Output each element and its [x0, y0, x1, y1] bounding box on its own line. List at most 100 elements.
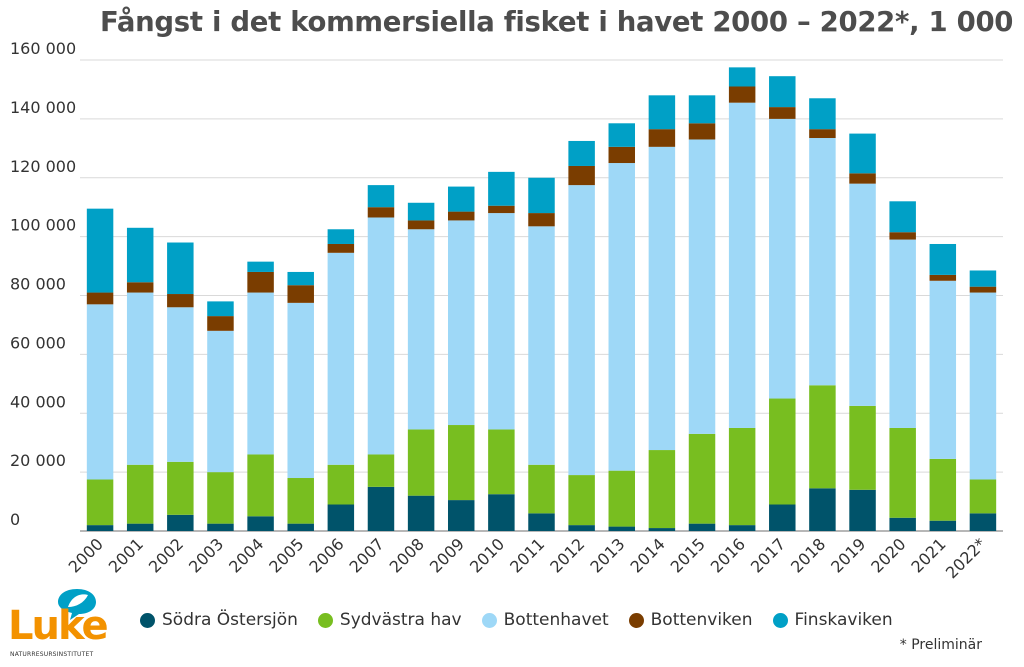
- bar-segment: [849, 489, 876, 531]
- bar-segment: [969, 292, 997, 480]
- legend-label: Sydvästra hav: [339, 610, 462, 630]
- legend-swatch: [317, 612, 333, 628]
- x-tick-label: 2020: [867, 534, 909, 576]
- bar-segment: [769, 398, 796, 505]
- bar-segment: [287, 285, 314, 303]
- y-tick-label: 120 000: [10, 157, 76, 176]
- y-tick-label: 60 000: [10, 333, 66, 352]
- x-tick-label: 2016: [707, 534, 749, 576]
- bar-segment: [769, 76, 796, 108]
- bar-segment: [407, 495, 435, 531]
- bar-segment: [447, 186, 475, 212]
- bar-segment: [809, 488, 836, 531]
- bar-segment: [247, 516, 274, 531]
- bar-segment: [367, 454, 395, 487]
- bar-segment: [327, 504, 355, 531]
- bar-segment: [407, 229, 435, 430]
- x-tick-label: 2007: [346, 534, 388, 576]
- bar-segment: [728, 427, 756, 526]
- bar-segment: [809, 129, 836, 139]
- legend-swatch: [140, 612, 155, 628]
- bar-segment: [247, 292, 274, 455]
- bar-segment: [407, 202, 435, 221]
- bar-segment: [327, 243, 355, 253]
- bar-segment: [688, 523, 716, 531]
- bar-segment: [608, 123, 636, 147]
- bar-segment: [568, 475, 595, 526]
- bar-segment: [488, 213, 515, 430]
- bar-segment: [568, 185, 595, 476]
- bar-segment: [488, 429, 515, 495]
- speech-bubble-leaf-icon: [58, 589, 96, 620]
- x-tick-label: 2011: [506, 534, 548, 576]
- bar-segment: [86, 304, 114, 480]
- bar-segment: [809, 98, 836, 130]
- legend-item: Bottenhavet: [481, 610, 609, 630]
- x-tick-label: 2009: [426, 534, 468, 576]
- x-tick-label: 2003: [185, 534, 227, 576]
- legend-item: Bottenviken: [628, 610, 753, 630]
- preliminary-note: * Preliminär: [899, 637, 982, 653]
- bar-segment: [929, 458, 957, 521]
- bar-segment: [447, 220, 475, 426]
- bar-segment: [728, 525, 756, 531]
- bar-segment: [86, 525, 114, 531]
- bar-segment: [608, 146, 636, 164]
- y-tick-label: 100 000: [10, 216, 76, 235]
- bar-segment: [849, 173, 876, 184]
- bar-segment: [929, 274, 957, 281]
- bar-segment: [688, 433, 716, 524]
- bar-segment: [86, 208, 114, 293]
- luke-logo: Luke NATURRESURSINSTITUTET: [8, 587, 109, 663]
- x-tick-label: 2008: [386, 534, 428, 576]
- x-tick-label: 2018: [787, 534, 829, 576]
- bar-segment: [648, 129, 676, 147]
- bar-segment: [648, 95, 676, 130]
- x-tick-label: 2013: [586, 534, 628, 576]
- y-tick-label: 80 000: [10, 275, 66, 294]
- legend-label: Södra Östersjön: [162, 610, 298, 630]
- y-tick-label: 0: [10, 510, 20, 529]
- bar-segment: [849, 133, 876, 174]
- y-tick-label: 40 000: [10, 392, 66, 411]
- bar-segment: [769, 118, 796, 399]
- bar-segment: [207, 472, 234, 524]
- bar-segment: [608, 470, 636, 527]
- bar-segment: [447, 211, 475, 221]
- bar-segment: [167, 294, 194, 308]
- legend-swatch: [628, 612, 644, 628]
- bar-segment: [528, 213, 555, 227]
- bar-segment: [929, 280, 957, 459]
- bar-segment: [167, 307, 194, 462]
- bar-segment: [126, 292, 154, 465]
- bar-segment: [247, 454, 274, 517]
- bar-segment: [809, 138, 836, 386]
- bar-segment: [648, 528, 676, 531]
- bar-segment: [86, 292, 114, 305]
- legend-label: Bottenviken: [650, 610, 753, 630]
- bar-segment: [247, 271, 274, 293]
- bar-segment: [327, 464, 355, 505]
- legend-item: Finskaviken: [772, 610, 893, 630]
- legend-item: Södra Östersjön: [140, 610, 298, 630]
- x-tick-label: 2014: [626, 534, 668, 576]
- bar-segment: [207, 316, 234, 331]
- bar-segment: [728, 67, 756, 87]
- bar-segment: [769, 504, 796, 531]
- y-tick-label: 20 000: [10, 451, 66, 470]
- bar-segment: [608, 163, 636, 471]
- x-tick-label: 2022*: [942, 534, 990, 582]
- bar-segment: [367, 185, 395, 208]
- bar-segment: [528, 226, 555, 465]
- bar-segment: [207, 330, 234, 473]
- bar-segment: [889, 239, 916, 428]
- bar-segment: [367, 486, 395, 531]
- x-tick-label: 2005: [265, 534, 307, 576]
- bar-segment: [126, 227, 154, 283]
- bar-segment: [969, 513, 997, 531]
- bar-segment: [167, 514, 194, 531]
- y-tick-label: 140 000: [10, 98, 76, 117]
- bar-segment: [367, 207, 395, 218]
- bar-segment: [889, 427, 916, 518]
- bar-segment: [488, 494, 515, 531]
